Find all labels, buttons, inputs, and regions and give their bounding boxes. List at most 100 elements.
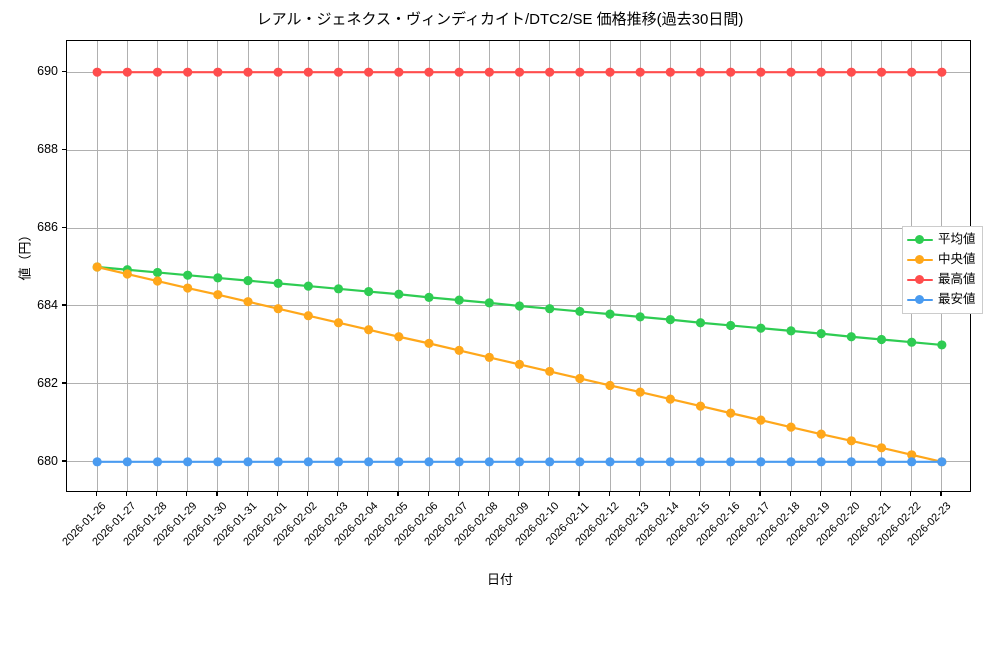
data-point-marker [846, 67, 856, 77]
x-axis-tick-mark [789, 492, 791, 496]
gridline-vertical [519, 41, 520, 491]
legend-item-label: 最安値 [938, 292, 976, 307]
data-point-marker [937, 340, 947, 350]
data-point-marker [665, 67, 675, 77]
gridline-vertical [850, 41, 852, 491]
x-axis-tick-mark [548, 492, 550, 496]
data-point-marker [726, 67, 736, 77]
x-axis-tick-mark [849, 492, 852, 496]
data-point-marker [273, 304, 283, 314]
gridline-vertical [398, 41, 400, 491]
x-axis-tick-mark [638, 492, 640, 496]
data-point-marker [756, 457, 766, 467]
y-axis-tick-label: 680 [37, 453, 58, 468]
legend-item[interactable]: 最安値 [907, 290, 976, 309]
chart-title: レアル・ジェネクス・ヴィンディカイト/DTC2/SE 価格推移(過去30日間) [256, 11, 744, 28]
data-point-marker [183, 270, 193, 280]
data-point-marker [92, 67, 102, 77]
data-point-marker [665, 457, 675, 467]
series-group [92, 67, 947, 77]
data-point-marker [726, 320, 736, 331]
x-axis-tick-mark [759, 492, 761, 496]
x-axis-tick-labels: 2026-01-26 2026-01-27 2026-01-28 2026-01-29… [60, 492, 953, 548]
gridline-vertical [187, 41, 189, 491]
gridline-vertical [549, 41, 551, 491]
gridline-vertical [609, 41, 611, 491]
data-point-marker [816, 429, 826, 439]
data-point-marker [333, 457, 344, 467]
x-axis-tick-mark [518, 492, 520, 496]
y-axis-tick-labels: 680 682 684 686 688 690 [37, 64, 66, 468]
gridline-vertical [428, 41, 430, 491]
price-history-chart: レアル・ジェネクス・ヴィンディカイト/DTC2/SE 価格推移(過去30日間) … [18, 11, 983, 587]
gridline-vertical [338, 41, 339, 491]
data-point-marker [605, 380, 615, 391]
y-axis-tick-mark [62, 148, 66, 150]
legend-item-label: 平均値 [938, 232, 976, 247]
gridline-vertical [881, 41, 882, 491]
data-point-marker [816, 457, 826, 467]
x-axis-tick-mark [246, 492, 248, 496]
data-point-marker [213, 67, 223, 77]
data-point-marker [575, 373, 585, 384]
data-point-marker [303, 67, 313, 77]
chart-legend[interactable]: 平均値中央値最高値最安値 [902, 226, 983, 314]
gridline-vertical [700, 41, 701, 491]
gridline-horizontal [67, 149, 970, 151]
data-point-marker [152, 67, 163, 77]
x-axis-tick-mark [186, 492, 188, 496]
data-point-marker [364, 325, 374, 335]
data-point-marker [545, 304, 555, 314]
legend-swatch-icon [907, 274, 933, 286]
data-point-marker [876, 334, 887, 345]
y-axis-tick-mark [62, 226, 66, 228]
series-group [92, 262, 947, 467]
data-point-marker [756, 67, 766, 77]
legend-item[interactable]: 中央値 [907, 250, 976, 269]
gridline-vertical [247, 41, 249, 491]
plot-area [66, 40, 971, 492]
data-point-marker [545, 67, 555, 77]
data-point-marker [183, 283, 193, 293]
data-point-marker [303, 457, 313, 467]
legend-item-label: 中央値 [938, 252, 976, 267]
data-point-marker [816, 67, 826, 77]
series-group [92, 457, 947, 467]
data-point-marker [726, 408, 736, 418]
data-point-marker [273, 457, 283, 467]
data-point-marker [876, 443, 887, 453]
x-axis-tick-mark [578, 492, 580, 496]
data-point-marker [152, 276, 163, 286]
data-point-marker [364, 457, 374, 467]
series-group [92, 262, 947, 350]
data-point-marker [665, 394, 675, 404]
x-axis-tick-mark [276, 492, 278, 496]
data-point-marker [786, 326, 796, 336]
data-point-marker [514, 67, 525, 77]
gridline-vertical [157, 41, 158, 491]
legend-item[interactable]: 最高値 [907, 270, 976, 289]
y-axis-tick-mark [62, 304, 66, 306]
data-point-marker [514, 457, 525, 467]
data-point-marker [424, 457, 434, 467]
data-point-marker [575, 67, 585, 77]
x-axis-tick-mark [367, 492, 369, 496]
legend-item[interactable]: 平均値 [907, 230, 976, 249]
x-axis-tick-mark [699, 492, 701, 496]
data-point-marker [454, 295, 464, 305]
data-point-marker [122, 67, 132, 77]
x-axis-tick-mark [457, 492, 459, 496]
data-point-marker [907, 337, 917, 347]
data-point-marker [243, 457, 253, 467]
data-point-marker [424, 67, 434, 77]
data-point-marker [695, 318, 706, 328]
data-point-marker [454, 67, 464, 77]
x-axis-tick-mark [940, 492, 942, 496]
y-axis-tick-mark [62, 382, 66, 384]
data-point-marker [635, 312, 645, 322]
data-point-marker [786, 67, 796, 77]
legend-swatch-icon [907, 294, 933, 306]
data-point-marker [273, 278, 283, 288]
x-axis-tick-mark [95, 492, 97, 496]
gridline-vertical [277, 41, 279, 491]
